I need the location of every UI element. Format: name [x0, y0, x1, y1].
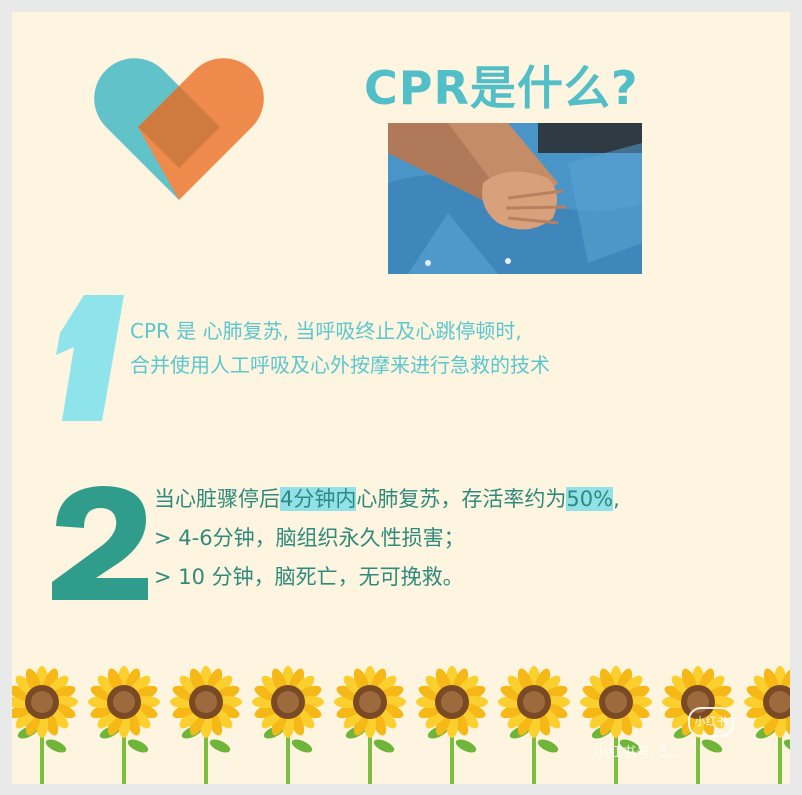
number-one-graphic	[56, 295, 124, 421]
sunflower-icon	[744, 666, 790, 784]
sunflower-border	[12, 666, 790, 784]
watermark-logo: 小红书	[688, 707, 734, 737]
sunflower-icon	[334, 666, 406, 784]
section-1-text: CPR 是 心肺复苏, 当呼吸终止及心跳停顿时, 合并使用人工呼吸及心外按摩来进…	[130, 314, 770, 382]
sunflower-icon	[252, 666, 324, 784]
section-2-line-3: > 10 分钟，脑死亡，无可挽救。	[154, 565, 464, 589]
section-2-line-2: > 4-6分钟，脑组织永久性损害；	[154, 526, 465, 550]
line-1-suffix: ,	[613, 487, 620, 511]
section-2-text: 当心脏骤停后4分钟内心肺复苏，存活率约为50%, > 4-6分钟，脑组织永久性损…	[154, 480, 774, 597]
line-1-middle: 心肺复苏，存活率约为	[356, 487, 567, 511]
section-1-line-2: 合并使用人工呼吸及心外按摩来进行急救的技术	[130, 353, 550, 377]
line-1-prefix: 当心脏骤停后	[154, 487, 280, 511]
heart-icon	[94, 58, 264, 200]
sunflower-icon	[416, 666, 488, 784]
sunflower-icon	[580, 666, 652, 784]
page-title: CPR是什么?	[364, 61, 639, 115]
sunflower-icon	[88, 666, 160, 784]
sunflower-icon	[170, 666, 242, 784]
highlight-50-percent: 50%	[566, 487, 614, 511]
highlight-4-minutes: 4分钟内	[280, 487, 357, 511]
number-two-graphic	[52, 486, 148, 600]
section-1-line-1: CPR 是 心肺复苏, 当呼吸终止及心跳停顿时,	[130, 319, 522, 343]
cpr-poster: CPR是什么? CPR 是 心肺复苏, 当呼吸终止及心跳停顿时, 合并使用人工呼…	[12, 12, 790, 784]
sunflower-icon	[498, 666, 570, 784]
cpr-photo	[388, 123, 642, 274]
sunflower-row	[12, 666, 790, 784]
section-2-line-1: 当心脏骤停后4分钟内心肺复苏，存活率约为50%,	[154, 480, 774, 519]
sunflower-icon	[12, 666, 78, 784]
watermark-text: 小红书号: 5...	[594, 745, 682, 761]
